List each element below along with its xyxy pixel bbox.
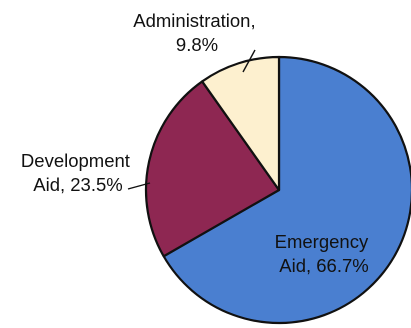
pie-slice-administration: [201, 55, 281, 192]
development-aid-label-line-1: Development: [21, 150, 130, 171]
emergency-aid-label-line-1: Emergency: [275, 231, 369, 252]
emergency-aid-label: Emergency Aid, 66.7%: [275, 231, 374, 276]
emergency-aid-label-line-2: Aid, 66.7%: [279, 255, 368, 276]
pie-slice-emergency-aid: [162, 55, 411, 325]
administration-label-line-2: 9.8%: [176, 34, 218, 55]
administration-label: Administration, 9.8%: [133, 10, 261, 55]
administration-label-line-1: Administration,: [133, 10, 255, 31]
development-aid-label-line-2: Aid, 23.5%: [33, 174, 122, 195]
administration-leader-line: [242, 49, 256, 73]
pie-slices: [144, 55, 411, 325]
pie-slice-development-aid: [144, 80, 281, 258]
development-leader-line: [127, 182, 151, 190]
development-aid-label: Development Aid, 23.5%: [21, 150, 135, 195]
